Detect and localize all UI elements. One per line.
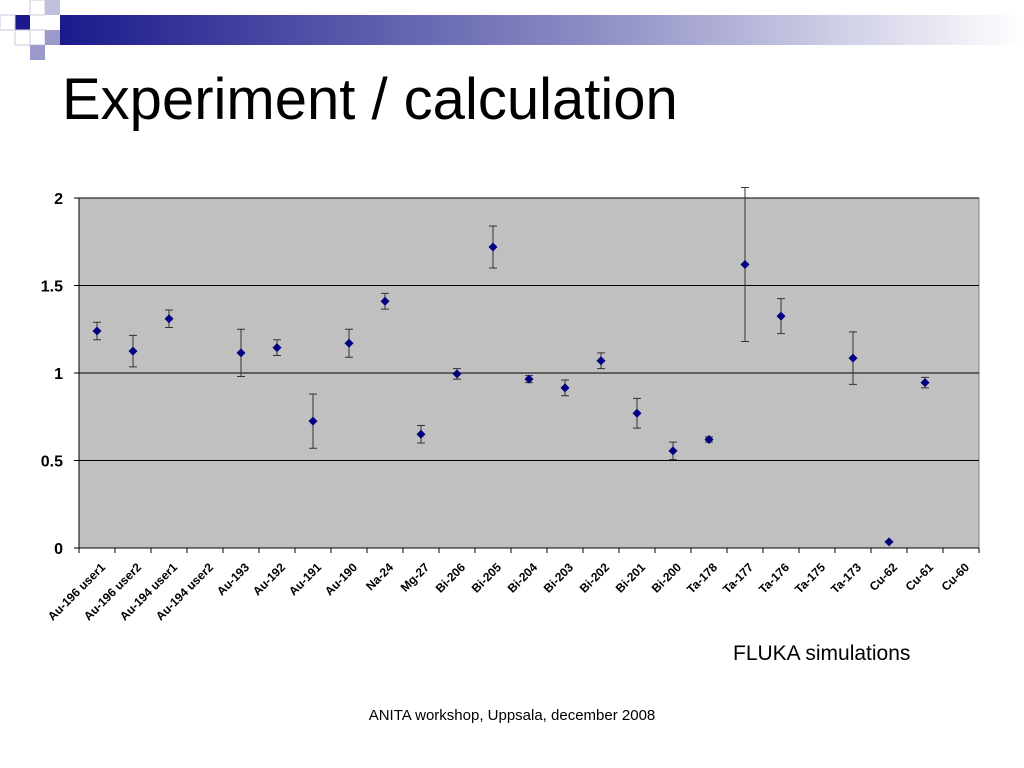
data-point	[488, 242, 498, 252]
x-tick-label: Ta-176	[756, 560, 792, 596]
banner-square	[15, 15, 30, 30]
x-tick-label: Na-24	[363, 560, 396, 593]
data-point	[416, 429, 426, 439]
x-tick-label: Bi-204	[505, 560, 541, 596]
data-point	[704, 435, 714, 444]
simulation-note: FLUKA simulations	[733, 642, 911, 665]
data-point	[560, 383, 570, 393]
title-banner-decoration	[0, 0, 1024, 60]
data-point	[452, 369, 462, 379]
data-point	[164, 314, 174, 324]
x-tick-label: Bi-200	[649, 560, 685, 596]
slide-title: Experiment / calculation	[62, 67, 678, 132]
x-tick-label: Bi-206	[433, 560, 469, 596]
x-tick-label: Cu-60	[939, 560, 973, 594]
x-tick-label: Ta-177	[720, 560, 756, 596]
data-point	[776, 311, 786, 321]
x-tick-label: Bi-202	[577, 560, 613, 596]
x-tick-label: Au-191	[286, 560, 324, 598]
y-tick-label: 1.5	[41, 279, 63, 296]
x-tick-label: Cu-62	[867, 560, 901, 594]
y-tick-label: 1	[54, 366, 63, 383]
banner-square	[30, 45, 45, 60]
data-point	[848, 353, 858, 363]
data-point	[92, 326, 102, 336]
data-point	[272, 343, 282, 353]
banner-square	[0, 14, 16, 31]
data-point	[380, 296, 390, 306]
y-tick-label: 0.5	[41, 454, 63, 471]
x-tick-label: Ta-175	[792, 560, 828, 596]
x-tick-label: Bi-203	[541, 560, 577, 596]
data-point	[236, 348, 246, 358]
data-point	[344, 338, 354, 348]
data-point	[632, 408, 642, 418]
data-point	[128, 346, 138, 356]
data-point	[524, 374, 534, 384]
banner-square	[45, 30, 60, 45]
x-tick-label: Mg-27	[398, 560, 433, 595]
banner-square	[45, 0, 60, 15]
data-point	[668, 446, 678, 456]
x-tick-label: Bi-205	[469, 560, 505, 596]
x-tick-label: Au-192	[250, 560, 288, 598]
data-point	[596, 356, 606, 366]
slide-footer: ANITA workshop, Uppsala, december 2008	[368, 707, 656, 724]
y-tick-label: 0	[54, 541, 63, 558]
data-point	[884, 537, 894, 547]
data-point	[308, 416, 318, 426]
x-tick-label: Bi-201	[613, 560, 649, 596]
data-point	[740, 260, 750, 269]
y-tick-label: 2	[54, 191, 63, 208]
banner-bar	[60, 15, 1024, 45]
data-point	[920, 378, 930, 388]
x-tick-label: Ta-173	[828, 560, 864, 596]
x-tick-label: Ta-178	[684, 560, 720, 596]
x-tick-label: Cu-61	[903, 560, 937, 594]
x-tick-label: Au-190	[322, 560, 360, 598]
x-tick-label: Au-193	[214, 560, 252, 598]
